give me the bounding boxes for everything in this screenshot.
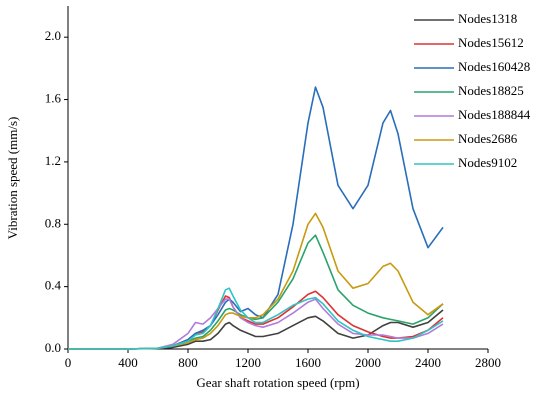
y-tick-label: 0.4 bbox=[45, 278, 62, 293]
x-tick-label: 1600 bbox=[295, 355, 321, 370]
y-tick-label: 1.2 bbox=[45, 153, 61, 168]
series-line bbox=[68, 86, 444, 350]
legend-label: Nodes1318 bbox=[458, 11, 517, 26]
y-axis-label: Vibration speed (mm/s) bbox=[5, 117, 20, 240]
x-tick-label: 400 bbox=[118, 355, 138, 370]
legend-label: Nodes18825 bbox=[458, 83, 524, 98]
series-line bbox=[68, 298, 444, 350]
x-tick-label: 2800 bbox=[475, 355, 501, 370]
y-tick-label: 0.0 bbox=[45, 340, 61, 355]
y-tick-label: 2.0 bbox=[45, 28, 61, 43]
legend-label: Nodes2686 bbox=[458, 131, 518, 146]
series-line bbox=[68, 309, 444, 350]
x-tick-label: 800 bbox=[178, 355, 198, 370]
series-line bbox=[68, 287, 444, 350]
x-axis-label: Gear shaft rotation speed (rpm) bbox=[196, 375, 359, 390]
series-line bbox=[68, 212, 444, 350]
x-tick-label: 2400 bbox=[415, 355, 441, 370]
legend-label: Nodes15612 bbox=[458, 35, 524, 50]
x-tick-label: 0 bbox=[65, 355, 72, 370]
y-tick-label: 0.8 bbox=[45, 215, 61, 230]
x-tick-label: 2000 bbox=[355, 355, 381, 370]
y-tick-label: 1.6 bbox=[45, 91, 62, 106]
x-tick-label: 1200 bbox=[235, 355, 261, 370]
series-line bbox=[68, 234, 444, 350]
legend-label: Nodes160428 bbox=[458, 59, 530, 74]
legend-label: Nodes9102 bbox=[458, 155, 517, 170]
legend-label: Nodes188844 bbox=[458, 107, 531, 122]
